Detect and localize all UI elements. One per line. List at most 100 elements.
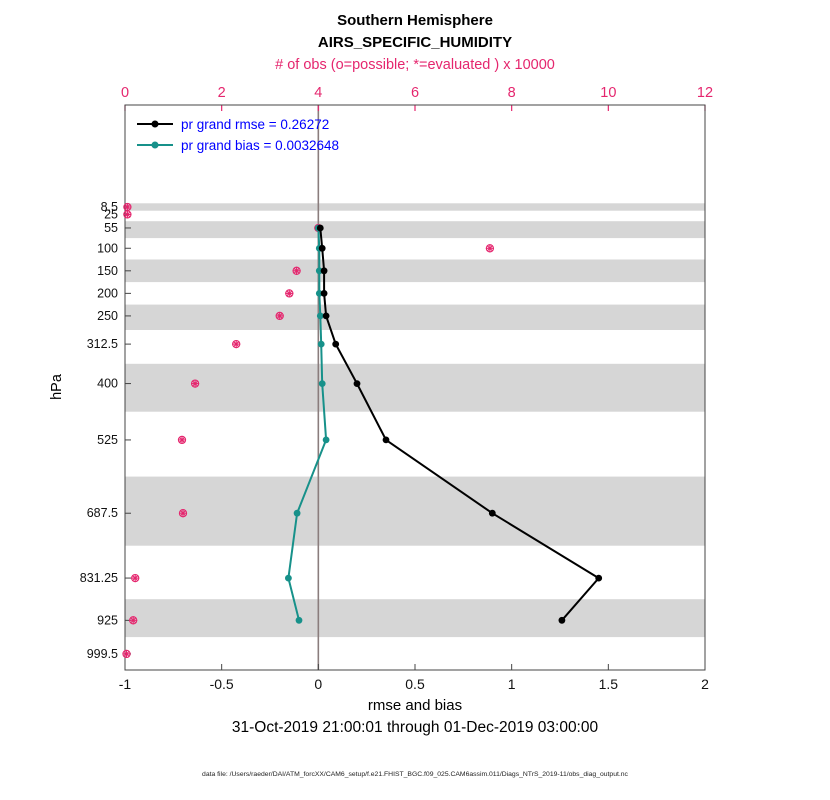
x-tick-label: 1.5 <box>599 676 619 692</box>
obs-evaluated-star <box>130 617 137 624</box>
obs-evaluated-star <box>131 574 139 582</box>
legend-item-bias: pr grand bias = 0.0032648 <box>137 137 339 153</box>
rmse-series-point <box>318 244 326 252</box>
obs-evaluated-star <box>293 267 300 274</box>
obs-tick-label: 2 <box>218 85 226 101</box>
x-tick-label: -1 <box>119 676 132 692</box>
rmse-series-point <box>382 436 390 444</box>
x-tick-label: 0 <box>314 676 322 692</box>
x-axis-ticks: -1 -0.5 0 0.5 1 1.5 2 <box>119 664 709 692</box>
gray-band <box>125 599 705 638</box>
legend-line-sample-rmse <box>137 120 173 128</box>
pressure-tick-label: 999.5 <box>87 647 118 661</box>
pressure-tick-label: 100 <box>97 241 118 255</box>
bias-series-point <box>295 616 303 624</box>
obs-tick-label: 0 <box>121 85 129 101</box>
x-axis-label: rmse and bias <box>367 697 463 714</box>
obs-tick-label: 6 <box>411 85 419 101</box>
x-tick-label: 0.5 <box>405 676 425 692</box>
obs-tick-label: 4 <box>314 85 322 101</box>
legend-dot-rmse <box>151 120 159 128</box>
rmse-series-point <box>316 224 324 232</box>
obs-marker <box>123 202 132 212</box>
pressure-tick-label: 525 <box>97 433 118 447</box>
obs-evaluated-star <box>123 650 130 658</box>
x-tick-label: 1 <box>508 676 516 692</box>
obs-tick-label: 12 <box>697 85 713 101</box>
pressure-tick-label: 312.5 <box>87 337 118 351</box>
chart-title: Southern Hemisphere <box>337 12 493 29</box>
legend-label-bias: pr grand bias = 0.0032648 <box>181 137 339 153</box>
obs-marker <box>122 649 131 659</box>
pressure-tick-label: 925 <box>97 613 118 627</box>
obs-evaluated-star <box>233 340 240 348</box>
legend-dot-bias <box>151 141 159 149</box>
bias-series-point <box>318 380 326 387</box>
obs-tick-label: 10 <box>600 85 616 101</box>
bias-series-line <box>287 227 328 621</box>
x-tick-label: 2 <box>701 676 709 692</box>
rmse-series-point <box>322 312 330 320</box>
bias-series-point <box>293 509 301 517</box>
legend-line-sample-bias <box>137 141 173 149</box>
rmse-series-point <box>488 509 496 517</box>
gray-bands <box>125 203 705 638</box>
pressure-tick-label: 25 <box>104 207 118 221</box>
obs-axis-label: # of obs (o=possible; *=evaluated ) x 10… <box>275 57 555 73</box>
bias-series-point <box>316 312 324 320</box>
gray-band <box>125 203 705 211</box>
rmse-series-point <box>332 340 340 348</box>
obs-marker <box>129 616 138 625</box>
pressure-tick-label: 687.5 <box>87 506 118 520</box>
gray-band <box>125 476 705 546</box>
pressure-tick-label: 55 <box>104 221 118 235</box>
chart-subtitle: AIRS_SPECIFIC_HUMIDITY <box>317 34 513 51</box>
obs-marker <box>285 289 294 298</box>
obs-evaluated-star <box>179 510 187 517</box>
plot-frame <box>124 104 706 671</box>
obs-marker <box>177 435 187 445</box>
rmse-series-line <box>319 227 601 621</box>
pressure-tick-label: 250 <box>97 309 118 323</box>
obs-marker <box>232 339 241 349</box>
rmse-series-point <box>320 290 328 297</box>
obs-marker <box>123 210 132 219</box>
rmse-series <box>316 224 603 624</box>
bias-series-point <box>322 436 330 444</box>
pressure-tick-label: 400 <box>97 377 118 391</box>
pressure-tick-label: 831.25 <box>80 571 118 585</box>
bias-series-point <box>315 267 323 275</box>
obs-marker <box>292 266 301 275</box>
legend: pr grand rmse = 0.26272 pr grand bias = … <box>137 116 339 153</box>
rmse-series-point <box>353 380 361 387</box>
gray-band <box>125 363 705 412</box>
rmse-series-point <box>595 574 603 582</box>
obs-marker <box>178 509 188 518</box>
gray-band <box>125 221 705 239</box>
bias-series-point <box>315 290 323 297</box>
gray-band <box>125 259 705 283</box>
legend-label-rmse: pr grand rmse = 0.26272 <box>181 116 330 132</box>
x-tick-label: -0.5 <box>210 676 234 692</box>
time-range-caption: 31-Oct-2019 21:00:01 through 01-Dec-2019… <box>231 719 599 736</box>
bias-series <box>285 224 330 624</box>
pressure-tick-label: 200 <box>97 286 118 300</box>
obs-evaluated-star <box>276 312 283 320</box>
pressure-tick-label: 8.5 <box>101 200 118 214</box>
rmse-series-point <box>320 267 328 275</box>
obs-marker <box>190 379 200 388</box>
pressure-tick-label: 150 <box>97 264 118 278</box>
legend-item-rmse: pr grand rmse = 0.26272 <box>137 116 339 132</box>
obs-tick-label: 8 <box>508 85 516 101</box>
rmse-series-point <box>558 616 566 624</box>
obs-marker <box>485 244 495 253</box>
bias-series-point <box>317 340 325 348</box>
gray-band <box>125 304 705 330</box>
obs-marker <box>275 311 284 321</box>
obs-evaluated-star <box>178 436 186 444</box>
obs-evaluated-star <box>486 245 494 252</box>
data-file-path: data file: /Users/raeder/DAI/ATM_forcXX/… <box>202 771 628 778</box>
